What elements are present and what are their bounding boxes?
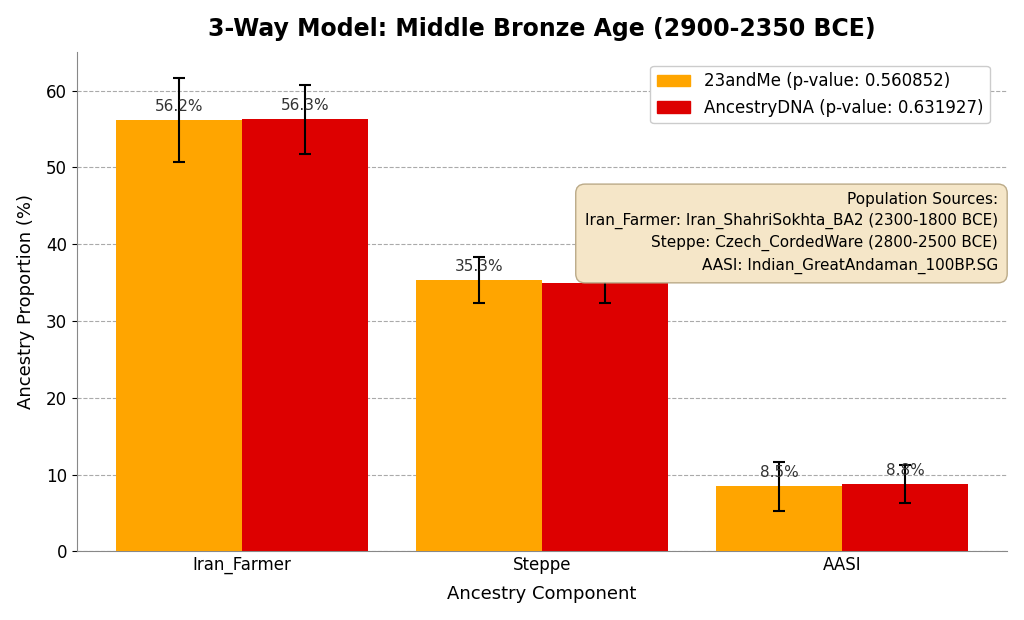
Text: 35.3%: 35.3% <box>455 259 503 274</box>
Text: 34.9%: 34.9% <box>581 262 630 277</box>
Y-axis label: Ancestry Proportion (%): Ancestry Proportion (%) <box>16 194 35 409</box>
Text: 8.5%: 8.5% <box>760 465 799 480</box>
Text: 56.3%: 56.3% <box>281 98 329 113</box>
Text: 8.8%: 8.8% <box>886 463 925 477</box>
Bar <box>116 120 242 551</box>
Legend: 23andMe (p-value: 0.560852), AncestryDNA (p-value: 0.631927): 23andMe (p-value: 0.560852), AncestryDNA… <box>650 66 989 123</box>
Bar <box>542 283 668 551</box>
Bar <box>416 280 542 551</box>
Text: 56.2%: 56.2% <box>155 99 203 113</box>
X-axis label: Ancestry Component: Ancestry Component <box>447 585 637 603</box>
Text: Population Sources:
Iran_Farmer: Iran_ShahriSokhta_BA2 (2300-1800 BCE)
Steppe: C: Population Sources: Iran_Farmer: Iran_Sh… <box>585 192 998 273</box>
Title: 3-Way Model: Middle Bronze Age (2900-2350 BCE): 3-Way Model: Middle Bronze Age (2900-235… <box>208 17 876 41</box>
Bar <box>842 484 969 551</box>
Bar <box>242 119 368 551</box>
Bar <box>716 486 842 551</box>
